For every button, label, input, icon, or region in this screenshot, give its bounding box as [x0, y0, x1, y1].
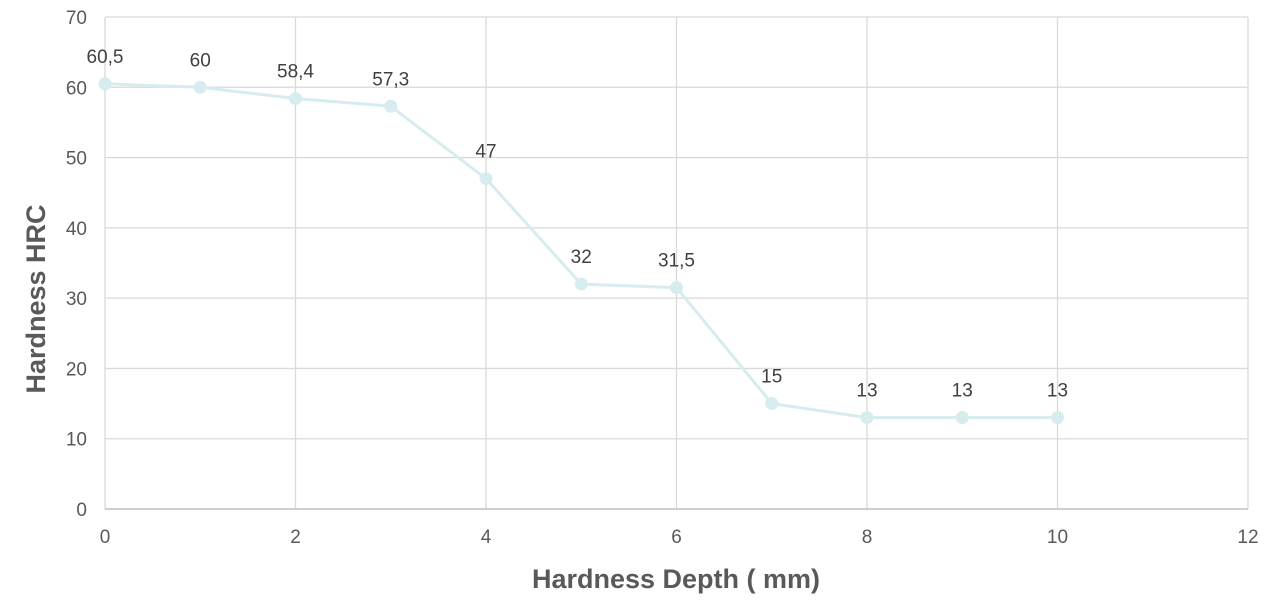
data-label: 31,5	[658, 251, 695, 272]
y-tick-label: 30	[66, 289, 87, 310]
series-group	[98, 77, 1064, 425]
x-tick-label: 0	[100, 527, 111, 548]
data-point	[98, 77, 112, 91]
data-label: 13	[856, 381, 877, 402]
y-tick-label: 10	[66, 430, 87, 451]
data-point	[384, 99, 398, 113]
x-tick-label: 12	[1237, 527, 1258, 548]
data-label: 15	[761, 367, 782, 388]
x-tick-label: 8	[862, 527, 873, 548]
data-label: 58,4	[277, 62, 314, 83]
data-point	[1051, 411, 1064, 425]
data-point	[479, 172, 493, 186]
data-point	[765, 397, 779, 411]
data-point	[289, 92, 302, 106]
data-point	[860, 411, 874, 425]
y-tick-label: 70	[66, 8, 87, 29]
data-labels: 60,5 60 58,4 57,3 47 32 31,5 15 13 13 13	[87, 47, 1069, 402]
data-label: 13	[1047, 381, 1068, 402]
data-point	[193, 80, 207, 94]
data-point	[574, 277, 588, 291]
x-tick-label: 10	[1047, 527, 1068, 548]
data-label: 60	[190, 50, 211, 71]
data-label: 47	[475, 142, 496, 163]
y-tick-label: 0	[76, 500, 87, 521]
y-tick-label: 60	[66, 78, 87, 99]
x-tick-label: 4	[481, 527, 492, 548]
data-label: 32	[571, 247, 592, 268]
x-tick-label: 6	[671, 527, 682, 548]
data-label: 60,5	[87, 47, 124, 68]
x-axis-title: Hardness Depth ( mm)	[532, 564, 820, 594]
y-axis-title: Hardness HRC	[21, 204, 51, 393]
y-tick-label: 20	[66, 359, 87, 380]
grid-lines	[105, 16, 1249, 509]
data-label: 13	[952, 381, 973, 402]
tick-labels: 0 10 20 30 40 50 60 70 0 2 4 6 8 10 12	[66, 8, 1259, 548]
y-tick-label: 40	[66, 219, 87, 240]
x-tick-label: 2	[290, 527, 301, 548]
axes	[104, 17, 1248, 510]
y-tick-label: 50	[66, 149, 87, 170]
data-point	[670, 281, 683, 295]
data-point	[955, 411, 969, 425]
data-label: 57,3	[372, 69, 409, 90]
